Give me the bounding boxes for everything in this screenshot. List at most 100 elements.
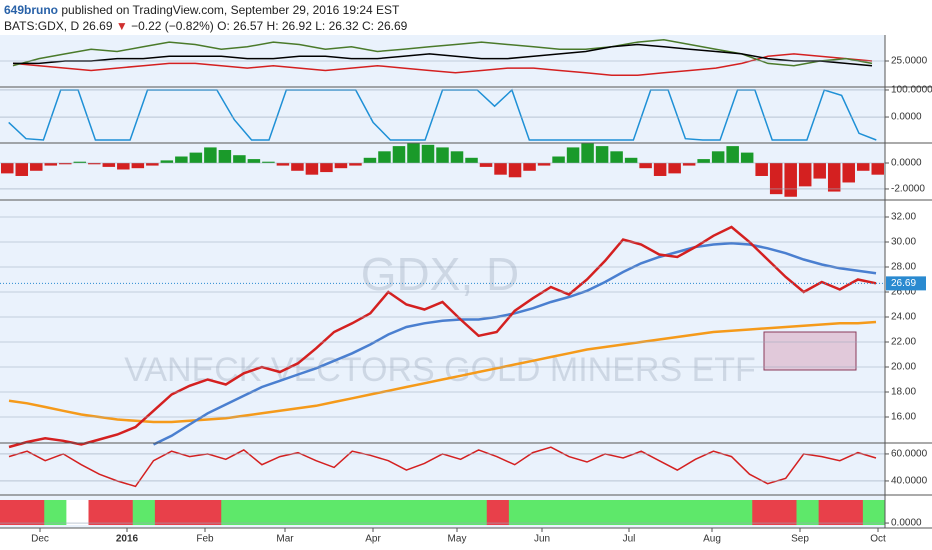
histogram-bar xyxy=(668,162,681,174)
histogram-bar xyxy=(479,162,493,167)
strip-block xyxy=(221,500,244,525)
published: published on TradingView.com, September … xyxy=(61,3,400,17)
histogram-bar xyxy=(305,162,319,175)
histogram-bar xyxy=(494,162,507,175)
histogram-bar xyxy=(117,162,130,170)
strip-block xyxy=(132,500,156,525)
header: 649bruno published on TradingView.com, S… xyxy=(4,2,407,34)
strip-block xyxy=(44,500,67,525)
histogram-bar xyxy=(711,151,725,163)
histogram-bar xyxy=(407,143,420,163)
histogram-bar xyxy=(769,162,783,195)
histogram-bar xyxy=(827,162,841,192)
histogram-bar xyxy=(334,162,348,169)
change: −0.22 (−0.82%) xyxy=(131,19,214,33)
histogram-bar xyxy=(204,147,217,163)
last: 26.69 xyxy=(82,19,113,33)
x-tick-label: 2016 xyxy=(116,534,139,545)
histogram-bar xyxy=(726,146,739,163)
histogram-bar xyxy=(740,152,754,163)
strip-block xyxy=(708,500,731,525)
strip-block xyxy=(663,500,687,525)
histogram-bar xyxy=(639,162,652,169)
strip-block xyxy=(752,500,775,525)
strip-block xyxy=(486,500,510,525)
histogram-bar xyxy=(189,152,203,163)
histogram-bar xyxy=(421,144,435,163)
open: O: 26.57 xyxy=(217,19,264,33)
y-tick-label: 40.0000 xyxy=(891,476,928,487)
histogram-bar xyxy=(131,162,145,169)
x-tick-label: Jun xyxy=(534,534,550,545)
x-tick-label: Sep xyxy=(791,534,809,545)
histogram-bar xyxy=(856,162,870,171)
histogram-bar xyxy=(160,160,174,163)
histogram-bar xyxy=(175,156,188,163)
y-tick-label: 0.0000 xyxy=(891,112,922,123)
strip-block xyxy=(398,500,421,525)
y-tick-label: 60.0000 xyxy=(891,449,928,460)
histogram-bar xyxy=(871,162,884,175)
strip-block xyxy=(66,500,89,525)
strip-block xyxy=(796,500,820,525)
strip-block xyxy=(508,500,532,525)
histogram-bar xyxy=(624,157,638,163)
series-line xyxy=(13,43,873,67)
strip-block xyxy=(685,500,709,525)
series-line xyxy=(8,320,877,424)
strip-block xyxy=(442,500,466,525)
strip-block xyxy=(531,500,554,525)
histogram-bar xyxy=(73,161,87,163)
histogram-bar xyxy=(59,162,72,165)
strip-block xyxy=(354,500,377,525)
strip-block xyxy=(464,500,488,525)
histogram-bar xyxy=(523,162,536,171)
strip-block xyxy=(862,500,885,525)
histogram-bar xyxy=(798,162,812,187)
strip-block xyxy=(730,500,753,525)
author: 649bruno xyxy=(4,3,59,17)
y-tick-label: 16.00 xyxy=(891,412,916,423)
x-tick-label: Aug xyxy=(703,534,721,545)
strip-block xyxy=(641,500,665,525)
strip-block xyxy=(420,500,443,525)
histogram-bar xyxy=(842,162,855,183)
y-tick-label: 24.00 xyxy=(891,312,916,323)
x-tick-label: Mar xyxy=(276,534,294,545)
histogram-bar xyxy=(15,162,29,176)
histogram-bar xyxy=(436,147,449,163)
y-tick-label: 25.0000 xyxy=(891,56,928,67)
strip-block xyxy=(177,500,200,525)
histogram-bar xyxy=(30,162,43,171)
y-tick-label: 0.0000 xyxy=(891,518,922,529)
histogram-bar xyxy=(392,146,406,163)
histogram-bar xyxy=(349,162,362,166)
symbol: BATS:GDX, D xyxy=(4,19,80,33)
y-tick-label: 100.0000 xyxy=(891,85,932,96)
strip-block xyxy=(22,500,45,525)
histogram-bar xyxy=(363,157,377,163)
plot-layer xyxy=(0,38,885,525)
strip-block xyxy=(619,500,643,525)
y-tick-label: 20.00 xyxy=(891,362,916,373)
histogram-bar xyxy=(276,162,290,166)
histogram-bar xyxy=(784,162,797,197)
strip-block xyxy=(287,500,311,525)
histogram-bar xyxy=(378,151,391,163)
strip-block xyxy=(376,500,399,525)
down-arrow: ▼ xyxy=(115,19,128,33)
histogram-bar xyxy=(44,162,58,166)
strip-block xyxy=(309,500,333,525)
series-line xyxy=(8,225,877,449)
histogram-bar xyxy=(1,162,14,174)
strip-block xyxy=(331,500,355,525)
histogram-bar xyxy=(450,151,464,163)
series-line xyxy=(12,38,873,67)
y-tick-label: 18.00 xyxy=(891,387,916,398)
histogram-bar xyxy=(581,143,594,163)
highlight-box xyxy=(763,331,857,371)
x-tick-label: Apr xyxy=(365,534,381,545)
x-tick-label: Dec xyxy=(31,534,49,545)
